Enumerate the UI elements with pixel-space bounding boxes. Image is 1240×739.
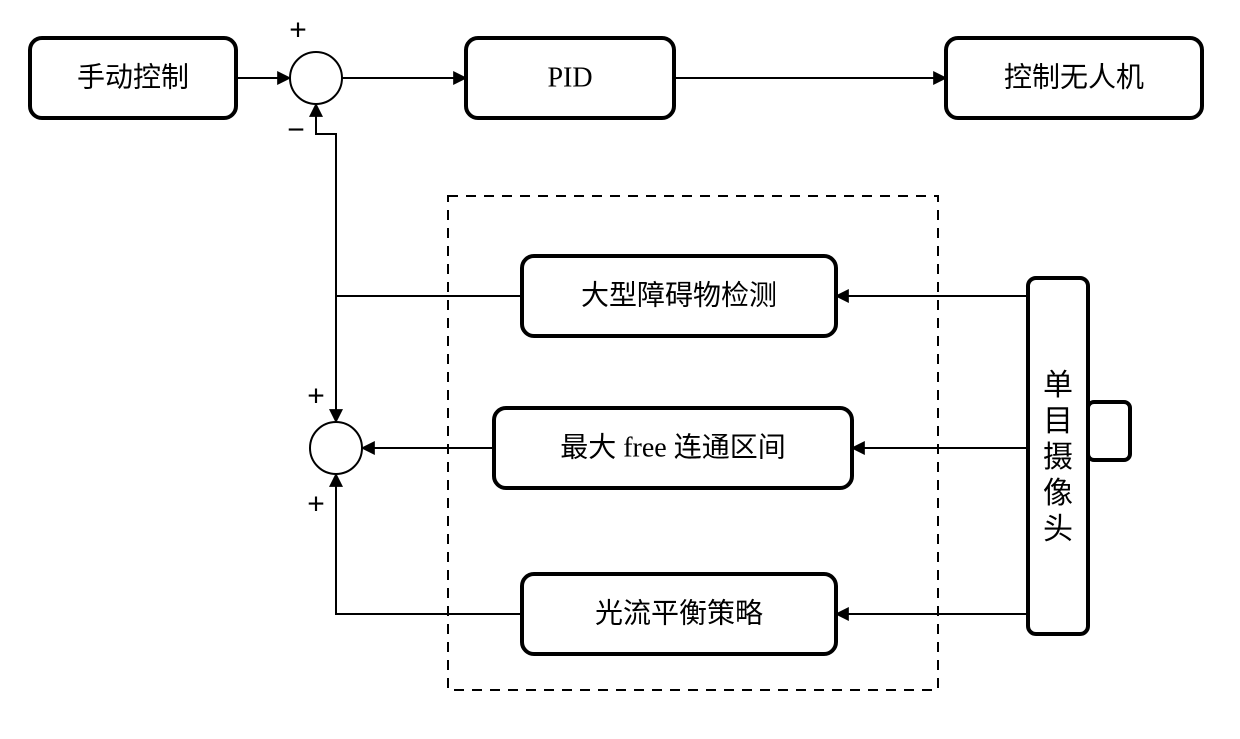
obstacle-to-sum <box>336 296 522 422</box>
maxfree-label: 最大 free 连通区间 <box>560 432 786 464</box>
sign-top-minus: − <box>287 114 305 147</box>
control-flow-diagram: 手动控制 PID 控制无人机大型障碍物检测最大 free 连通区间光流平衡策略 + − +… <box>0 0 1240 739</box>
summing-junction-top <box>290 52 342 104</box>
manual-label: 手动控制 <box>77 62 189 94</box>
optflow-to-sum <box>336 474 522 614</box>
sign-bottom-plus2: + <box>307 488 325 521</box>
sign-top-plus: + <box>289 14 307 47</box>
sign-bottom-plus1: + <box>307 380 325 413</box>
pid-label: PID <box>547 63 592 94</box>
obstacle-label: 大型障碍物检测 <box>581 280 777 312</box>
summing-junction-bottom <box>310 422 362 474</box>
optflow-label: 光流平衡策略 <box>595 598 763 630</box>
camera-label: 单目摄像头 <box>1043 369 1073 546</box>
camera-lens-stub <box>1088 402 1130 460</box>
drone-label: 控制无人机 <box>1004 62 1144 94</box>
sum-bottom-up <box>316 104 336 422</box>
